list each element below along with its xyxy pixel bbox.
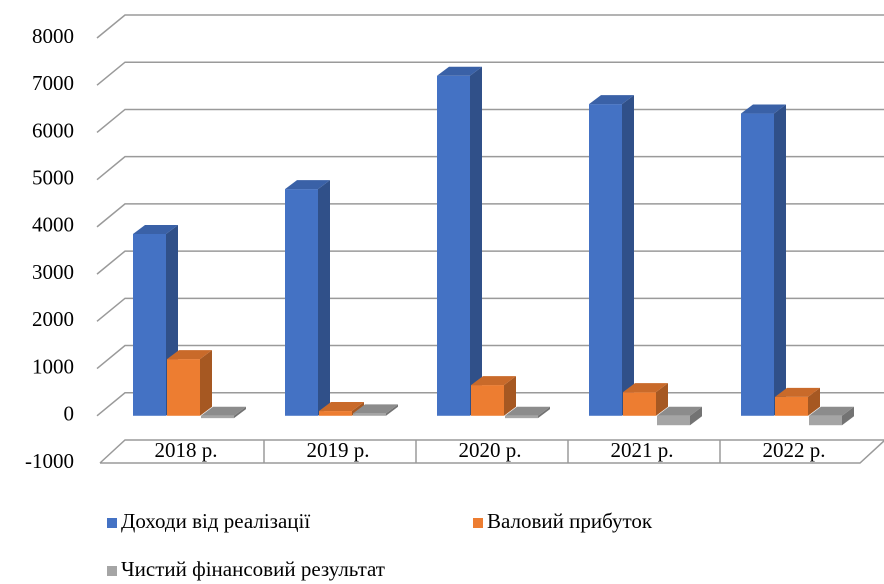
bar xyxy=(167,350,212,416)
bar-front xyxy=(657,415,690,426)
bar-side xyxy=(690,406,702,426)
bar-top xyxy=(133,224,178,234)
bar-side xyxy=(470,66,482,416)
bar xyxy=(505,406,550,419)
bar-front xyxy=(319,411,352,416)
bar-front xyxy=(353,413,386,416)
bar-top xyxy=(589,95,634,105)
bar-side xyxy=(504,376,516,416)
legend-swatch xyxy=(473,518,483,528)
bar-top xyxy=(623,383,668,393)
bar xyxy=(657,406,702,426)
bar-front xyxy=(589,104,622,416)
bar-side xyxy=(842,406,854,426)
x-tick-label: 2021 р. xyxy=(611,438,674,462)
bar-side xyxy=(200,350,212,416)
bar xyxy=(809,406,854,426)
grid-line xyxy=(96,14,884,39)
bar xyxy=(623,383,668,416)
bar xyxy=(741,104,786,416)
y-tick-label: -1000 xyxy=(25,449,74,473)
bar-side xyxy=(808,387,820,416)
bar-side xyxy=(234,406,246,419)
bar xyxy=(201,406,246,419)
y-tick-label: 7000 xyxy=(32,71,74,95)
grid-line xyxy=(96,61,884,86)
y-tick-label: 5000 xyxy=(32,165,74,189)
legend-label: Чистий фінансовий результат xyxy=(121,557,385,581)
bar-side xyxy=(656,383,668,416)
legend-swatch xyxy=(107,518,117,528)
bar-top xyxy=(285,180,330,190)
legend-swatch xyxy=(107,566,117,576)
bar-top xyxy=(471,376,516,386)
y-tick-label: 8000 xyxy=(32,24,74,48)
bar xyxy=(775,387,820,416)
x-tick-label: 2018 р. xyxy=(155,438,218,462)
bar-front xyxy=(437,75,470,416)
y-tick-label: 4000 xyxy=(32,213,74,237)
bar-top xyxy=(167,350,212,360)
bar-top xyxy=(741,104,786,114)
bar-top xyxy=(657,406,702,416)
bar-top xyxy=(809,406,854,416)
bar-front xyxy=(809,415,842,426)
bar-front xyxy=(505,415,538,419)
bar-side xyxy=(318,180,330,416)
bar-top xyxy=(319,402,364,412)
bar-side xyxy=(774,104,786,416)
bar-top xyxy=(775,387,820,397)
x-tick-label: 2019 р. xyxy=(307,438,370,462)
bar-top xyxy=(201,406,246,416)
bar-top xyxy=(437,66,482,76)
legend-label: Валовий прибуток xyxy=(487,509,653,533)
bar-side xyxy=(622,95,634,416)
y-tick-label: 3000 xyxy=(32,260,74,284)
bar xyxy=(589,95,634,416)
bar-front xyxy=(741,113,774,416)
y-tick-label: 0 xyxy=(64,402,75,426)
bar-front xyxy=(623,392,656,416)
y-tick-label: 6000 xyxy=(32,118,74,142)
bar-top xyxy=(505,406,550,416)
bar xyxy=(353,404,398,416)
bar-top xyxy=(353,404,398,414)
bar-front xyxy=(471,385,504,416)
y-tick-label: 2000 xyxy=(32,307,74,331)
bar xyxy=(471,376,516,416)
bar-side xyxy=(538,406,550,419)
bar-side xyxy=(386,404,398,416)
floor xyxy=(99,439,884,464)
bar-front xyxy=(133,233,166,416)
bar-front xyxy=(167,359,200,416)
x-tick-label: 2020 р. xyxy=(459,438,522,462)
bar xyxy=(437,66,482,416)
bar-front xyxy=(201,415,234,419)
bar-front xyxy=(285,189,318,416)
y-tick-label: 1000 xyxy=(32,354,74,378)
legend-label: Доходи від реалізації xyxy=(121,509,310,533)
x-tick-label: 2022 р. xyxy=(763,438,826,462)
bar xyxy=(285,180,330,416)
bar-front xyxy=(775,396,808,416)
